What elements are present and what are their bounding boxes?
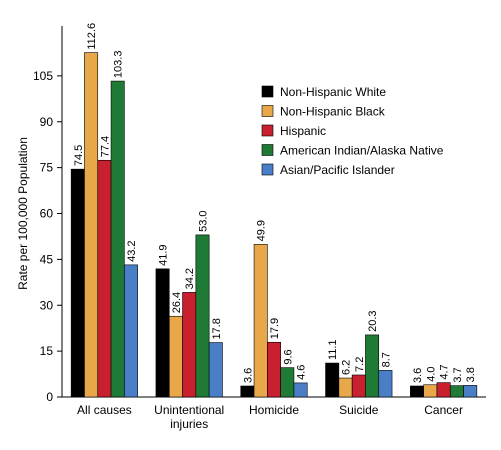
y-tick-label: 105 xyxy=(33,69,53,83)
bars xyxy=(70,52,478,398)
bar xyxy=(208,342,223,398)
bar xyxy=(267,341,281,398)
x-tick-label: Cancer xyxy=(424,403,463,417)
data-label: 26.4 xyxy=(171,292,183,313)
data-label: 3.6 xyxy=(412,368,424,383)
bar xyxy=(436,382,451,398)
x-tick-label: Homicide xyxy=(249,403,299,417)
bar xyxy=(124,264,138,398)
y-tick-label: 60 xyxy=(40,207,54,221)
data-label: 11.1 xyxy=(327,339,339,360)
bar xyxy=(351,374,366,398)
bar xyxy=(378,370,393,398)
data-label: 77.4 xyxy=(99,136,111,157)
data-label: 3.6 xyxy=(242,368,254,383)
data-label: 4.6 xyxy=(296,365,308,380)
y-tick-label: 15 xyxy=(40,344,54,358)
data-labels: 74.5 112.6 77.4 103.3 43.2 41.9 26.434.2 53.0 17… xyxy=(73,23,477,383)
data-label: 49.9 xyxy=(256,220,268,241)
data-label: 41.9 xyxy=(158,244,170,265)
data-label: 20.3 xyxy=(367,310,379,331)
x-tick-label-line: injuries xyxy=(170,417,208,431)
legend-label: American Indian/Alaska Native xyxy=(280,144,444,158)
legend-label: Non-Hispanic Black xyxy=(280,105,386,119)
x-tick-label: Unintentional injuries xyxy=(154,403,224,431)
legend-swatch xyxy=(261,144,274,156)
data-label: 3.8 xyxy=(465,367,477,382)
x-tick-label: Suicide xyxy=(339,403,379,417)
legend-swatch xyxy=(261,105,274,117)
data-label: 103.3 xyxy=(113,51,125,79)
data-label: 34.2 xyxy=(184,268,196,289)
legend-swatch xyxy=(261,85,274,98)
data-label: 4.0 xyxy=(425,366,437,381)
bar xyxy=(182,292,197,398)
axes: 0 15 30 45 60 75 90 105 Rate per 100,000 Populat… xyxy=(16,26,486,431)
data-label: 4.7 xyxy=(439,364,451,379)
data-label: 43.2 xyxy=(126,240,138,261)
legend-label: Hispanic xyxy=(280,124,326,138)
bar xyxy=(338,377,353,398)
data-label: 112.6 xyxy=(86,23,98,50)
bar xyxy=(463,385,478,398)
legend: Non-Hispanic White Non-Hispanic Black Hisp… xyxy=(261,85,444,177)
data-label: 9.6 xyxy=(282,349,294,364)
x-tick-label-line: Homicide xyxy=(249,403,299,417)
bar xyxy=(97,159,112,398)
data-label: 3.7 xyxy=(452,367,464,382)
y-tick-label: 45 xyxy=(40,252,54,266)
legend-swatch xyxy=(261,124,274,137)
data-label: 6.2 xyxy=(341,360,353,375)
y-tick-label: 30 xyxy=(40,298,54,312)
bar xyxy=(84,52,99,398)
y-tick-label: 0 xyxy=(46,390,53,404)
data-label: 7.2 xyxy=(354,357,366,372)
x-tick-label-line: All causes xyxy=(77,403,132,417)
bar xyxy=(168,315,183,398)
y-tick-label: 75 xyxy=(40,161,54,175)
bar xyxy=(253,244,268,398)
bar xyxy=(365,334,380,398)
bar xyxy=(423,384,438,398)
bar xyxy=(240,385,255,398)
x-tick-label-line: Suicide xyxy=(339,403,379,417)
legend-label: Non-Hispanic White xyxy=(280,85,386,99)
bar xyxy=(410,385,424,398)
bar xyxy=(195,234,210,398)
bar xyxy=(293,382,308,398)
legend-swatch xyxy=(261,163,274,176)
bar xyxy=(280,367,295,398)
bar xyxy=(155,268,170,398)
x-tick-label: All causes xyxy=(77,403,132,417)
data-label: 53.0 xyxy=(198,210,210,231)
y-tick-label: 90 xyxy=(40,115,54,129)
x-tick-label-line: Cancer xyxy=(424,403,463,417)
bar xyxy=(449,385,464,398)
bar xyxy=(110,80,125,398)
data-label: 8.7 xyxy=(380,352,392,367)
data-label: 17.8 xyxy=(211,318,223,339)
x-tick-label-line: Unintentional xyxy=(154,403,224,417)
data-label: 17.9 xyxy=(269,318,281,339)
data-label: 74.5 xyxy=(73,145,85,166)
legend-label: Asian/Pacific Islander xyxy=(280,163,395,177)
bar xyxy=(70,168,85,398)
bar xyxy=(325,362,340,398)
y-axis-title: Rate per 100,000 Population xyxy=(16,137,30,290)
